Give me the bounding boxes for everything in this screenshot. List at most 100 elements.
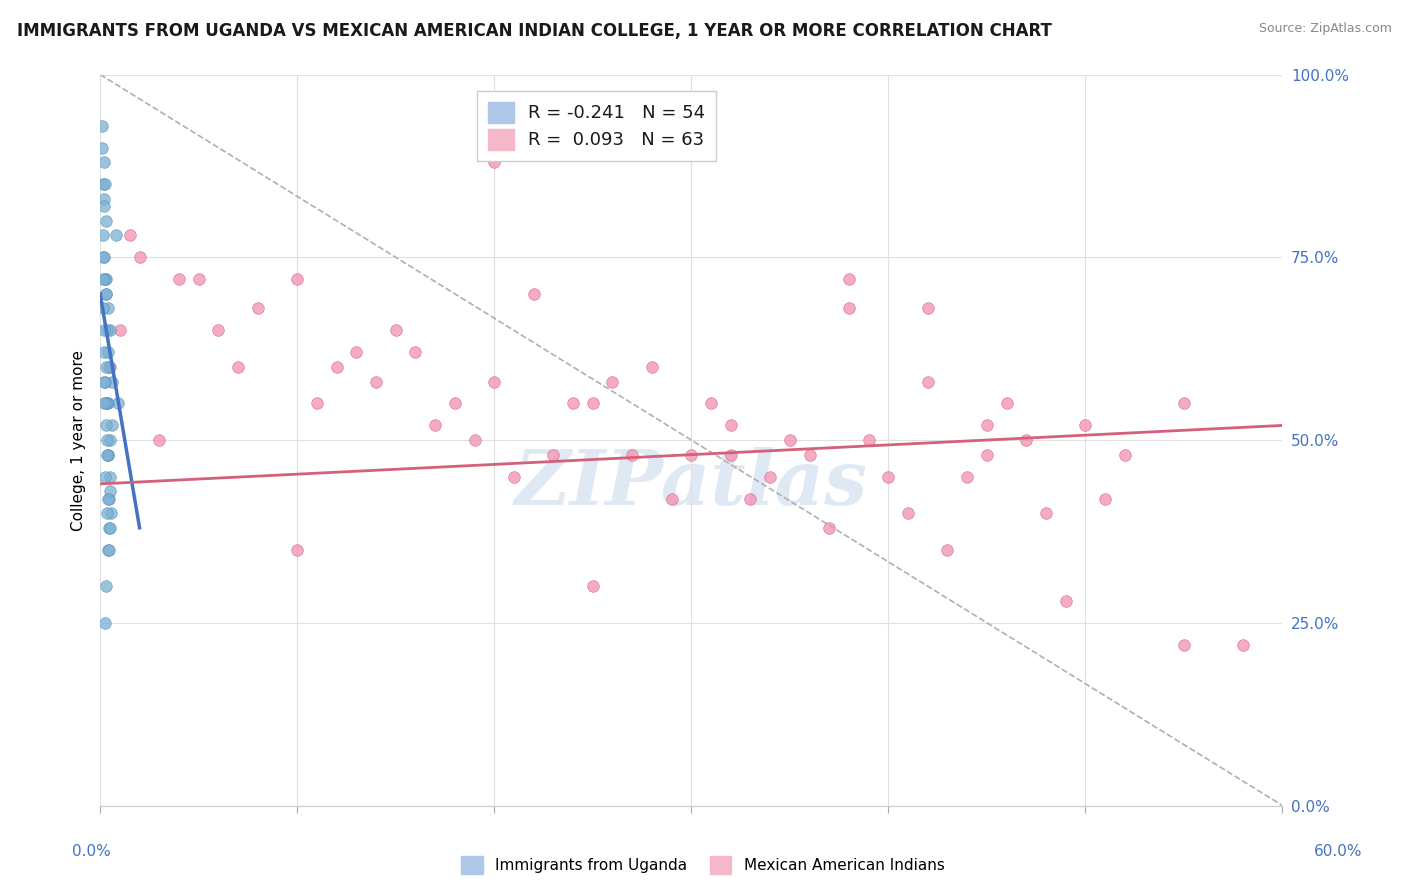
Point [94, 469, 117, 483]
Point [246, 301, 269, 316]
Point [97, 542, 120, 557]
Point [305, 396, 328, 410]
Point [98, 469, 121, 483]
Point [94, 177, 117, 191]
Point [582, 579, 605, 593]
Point [93, 155, 115, 169]
Point [98, 521, 121, 535]
Point [93, 192, 115, 206]
Point [1094, 491, 1116, 506]
Point [98, 359, 121, 374]
Point [818, 521, 841, 535]
Point [98, 433, 121, 447]
Point [207, 323, 229, 337]
Point [799, 448, 821, 462]
Point [91, 140, 114, 154]
Point [917, 375, 939, 389]
Point [404, 345, 426, 359]
Point [96, 433, 118, 447]
Point [97, 301, 120, 316]
Point [364, 375, 387, 389]
Text: IMMIGRANTS FROM UGANDA VS MEXICAN AMERICAN INDIAN COLLEGE, 1 YEAR OR MORE CORREL: IMMIGRANTS FROM UGANDA VS MEXICAN AMERIC… [17, 22, 1052, 40]
Point [936, 542, 959, 557]
Legend: R = -0.241   N = 54, R =  0.093   N = 63: R = -0.241 N = 54, R = 0.093 N = 63 [478, 91, 716, 161]
Point [484, 375, 506, 389]
Point [91, 119, 114, 133]
Point [91, 272, 114, 286]
Point [94, 213, 117, 227]
Point [94, 579, 117, 593]
Point [91, 250, 114, 264]
Point [94, 359, 117, 374]
Text: ZIPatlas: ZIPatlas [515, 447, 868, 521]
Point [94, 286, 117, 301]
Point [384, 323, 406, 337]
Point [104, 228, 127, 243]
Point [98, 359, 121, 374]
Point [1054, 594, 1077, 608]
Point [98, 521, 121, 535]
Point [917, 301, 939, 316]
Point [226, 359, 249, 374]
Point [720, 418, 742, 433]
Point [98, 323, 121, 337]
Point [661, 491, 683, 506]
Point [720, 448, 742, 462]
Text: Source: ZipAtlas.com: Source: ZipAtlas.com [1258, 22, 1392, 36]
Y-axis label: College, 1 year or more: College, 1 year or more [72, 350, 86, 531]
Point [91, 228, 114, 243]
Point [93, 396, 115, 410]
Point [976, 448, 998, 462]
Point [98, 542, 121, 557]
Point [93, 199, 115, 213]
Point [325, 359, 347, 374]
Point [877, 469, 900, 483]
Point [344, 345, 367, 359]
Point [897, 506, 920, 520]
Point [94, 272, 117, 286]
Point [700, 396, 723, 410]
Point [523, 286, 546, 301]
Text: 60.0%: 60.0% [1315, 845, 1362, 859]
Point [443, 396, 465, 410]
Point [838, 301, 860, 316]
Point [167, 272, 190, 286]
Point [100, 506, 122, 520]
Point [107, 396, 129, 410]
Point [285, 542, 308, 557]
Point [956, 469, 979, 483]
Point [97, 396, 120, 410]
Point [621, 448, 644, 462]
Point [1015, 433, 1038, 447]
Point [503, 469, 526, 483]
Point [94, 286, 117, 301]
Point [91, 177, 114, 191]
Point [96, 396, 118, 410]
Point [740, 491, 762, 506]
Legend: Immigrants from Uganda, Mexican American Indians: Immigrants from Uganda, Mexican American… [456, 850, 950, 880]
Point [464, 433, 486, 447]
Point [1074, 418, 1097, 433]
Point [93, 375, 115, 389]
Point [1173, 396, 1195, 410]
Point [94, 615, 117, 630]
Point [128, 250, 150, 264]
Point [91, 301, 114, 316]
Point [101, 375, 124, 389]
Point [995, 396, 1018, 410]
Point [118, 228, 141, 243]
Point [484, 155, 506, 169]
Point [582, 396, 605, 410]
Point [97, 448, 120, 462]
Point [779, 433, 801, 447]
Point [543, 448, 565, 462]
Point [97, 345, 120, 359]
Point [1173, 638, 1195, 652]
Point [838, 272, 860, 286]
Text: 0.0%: 0.0% [72, 845, 111, 859]
Point [423, 418, 446, 433]
Point [96, 506, 118, 520]
Point [148, 433, 170, 447]
Point [94, 375, 117, 389]
Point [681, 448, 703, 462]
